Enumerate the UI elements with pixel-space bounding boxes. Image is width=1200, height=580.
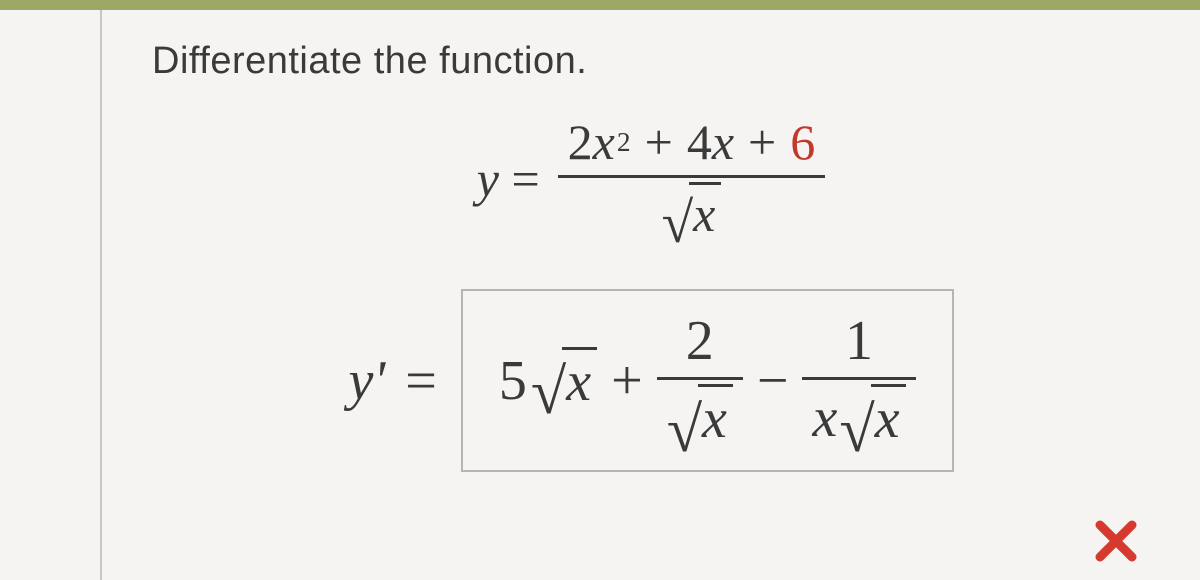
var-y: y (477, 151, 499, 207)
ans-sqrt-1: √ x (531, 347, 597, 415)
ans-num-1: 1 (835, 309, 883, 373)
const-6: 6 (790, 113, 815, 171)
fraction-bar-2 (657, 377, 743, 380)
ans-frac-3: 1 x √ x (802, 309, 915, 452)
ans-frac-2: 2 √ x (657, 309, 743, 452)
ans-den-3: x √ x (802, 384, 915, 452)
radical-symbol-4: √ (839, 407, 874, 452)
denominator: √ x (652, 182, 732, 244)
radicand-x-3: x (698, 384, 733, 452)
var-x-1: x (593, 113, 615, 171)
den-lead-x: x (812, 386, 837, 450)
radical-symbol-2: √ (531, 369, 566, 414)
coeff-4: 4 (687, 113, 712, 171)
student-answer-row: y' = 5 √ x + 2 √ x (152, 289, 1150, 472)
equals-sign-2: = (405, 350, 437, 412)
incorrect-icon (1092, 517, 1140, 570)
left-margin (0, 10, 102, 580)
ans-minus: − (757, 349, 789, 413)
ans-coeff-5: 5 (499, 349, 527, 413)
ans-sqrt-3: √ x (839, 384, 905, 452)
equals-sign: = (511, 151, 539, 207)
page-surface: Differentiate the function. y = 2 x 2 + … (0, 10, 1200, 580)
ans-sqrt-2: √ x (667, 384, 733, 452)
given-function: y = 2 x 2 + 4 x + 6 √ x (152, 113, 1150, 244)
ans-plus: + (611, 349, 643, 413)
question-prompt: Differentiate the function. (152, 40, 1150, 83)
function-fraction: 2 x 2 + 4 x + 6 √ x (558, 113, 826, 244)
var-x-2: x (712, 113, 734, 171)
answer-input-box[interactable]: 5 √ x + 2 √ x − (461, 289, 954, 472)
radicand-x-1: x (689, 182, 721, 244)
coeff-2: 2 (568, 113, 593, 171)
var-yprime: y' (348, 350, 385, 412)
question-content: Differentiate the function. y = 2 x 2 + … (102, 10, 1200, 580)
radicand-x-2: x (562, 347, 597, 415)
radical-symbol-3: √ (667, 407, 702, 452)
yprime-equals: y' = (348, 349, 436, 413)
plus-2: + (748, 113, 776, 171)
fraction-bar-3 (802, 377, 915, 380)
window-top-accent (0, 0, 1200, 10)
fraction-bar-1 (558, 175, 826, 178)
ans-num-2: 2 (676, 309, 724, 373)
radicand-x-4: x (871, 384, 906, 452)
ans-den-2: √ x (657, 384, 743, 452)
numerator: 2 x 2 + 4 x + 6 (558, 113, 826, 171)
y-equals: y = (477, 150, 540, 208)
plus-1: + (645, 113, 673, 171)
sqrt-x-den: √ x (662, 182, 722, 244)
